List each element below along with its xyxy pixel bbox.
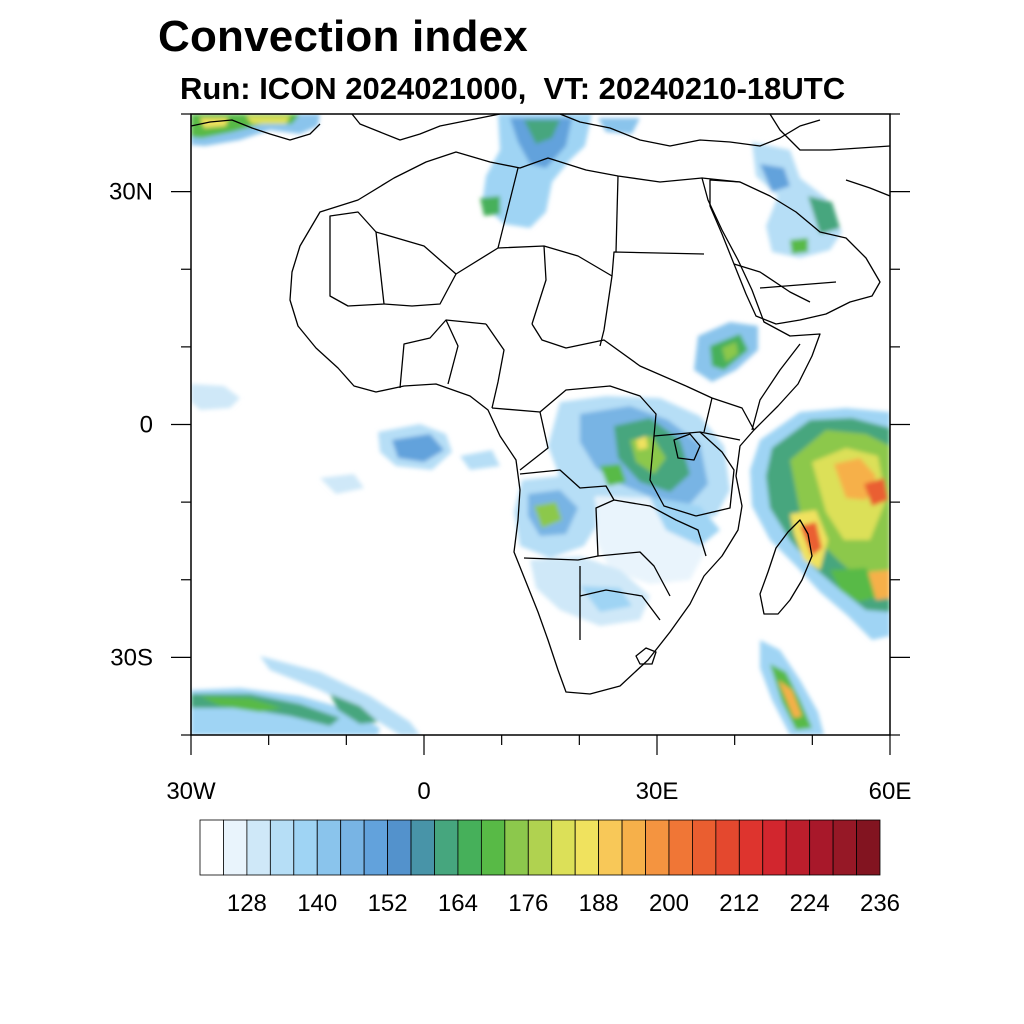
colorbar-label: 236 <box>860 890 900 917</box>
colorbar-cell <box>551 819 576 876</box>
colorbar-label: 224 <box>790 890 830 917</box>
colorbar-cell <box>457 819 482 876</box>
colorbar-cell <box>363 819 388 876</box>
colorbar-label: 164 <box>438 890 478 917</box>
colorbar-cell <box>598 819 623 876</box>
lon-label: 0 <box>417 778 430 805</box>
colorbar-label: 176 <box>508 890 548 917</box>
colorbar-cell <box>762 819 787 876</box>
colorbar-cell <box>480 819 506 876</box>
colorbar: 128 140 152 164 176 188 200 212 224 236 <box>199 819 900 917</box>
colorbar-cell <box>316 819 342 876</box>
colorbar-cell <box>246 819 271 876</box>
lat-label: 0 <box>140 412 153 439</box>
chart-subtitle: Run: ICON 2024021000, VT: 20240210-18UTC <box>180 71 846 106</box>
colorbar-cell <box>832 819 857 876</box>
colorbar-cell <box>715 819 740 876</box>
colorbar-cell <box>199 819 224 876</box>
colorbar-cell <box>527 819 553 876</box>
lon-label: 30E <box>636 778 679 805</box>
colorbar-cell <box>809 819 834 876</box>
coastlines-and-borders <box>191 114 890 695</box>
colorbar-cell <box>223 819 248 876</box>
lon-label: 60E <box>869 778 912 805</box>
colorbar-label: 200 <box>649 890 689 917</box>
colorbar-label: 188 <box>579 890 619 917</box>
chart-title: Convection index <box>158 12 528 61</box>
colorbar-cell <box>668 819 693 876</box>
colorbar-cell <box>856 819 881 876</box>
colorbar-cell <box>692 819 717 876</box>
map-area <box>191 114 890 735</box>
colorbar-cell <box>504 819 529 876</box>
colorbar-cell <box>387 819 412 876</box>
colorbar-cell <box>738 819 764 876</box>
colorbar-cell <box>410 819 435 876</box>
colorbar-cell <box>785 819 811 876</box>
colorbar-cell <box>621 819 646 876</box>
colorbar-label: 140 <box>297 890 337 917</box>
colorbar-cell <box>434 819 459 876</box>
colorbar-cell <box>293 819 318 876</box>
lon-label: 30W <box>166 778 216 805</box>
colorbar-label: 128 <box>227 890 267 917</box>
axis-ticks <box>171 113 910 755</box>
colorbar-label: 212 <box>719 890 759 917</box>
convection-field <box>191 114 890 735</box>
colorbar-cell <box>269 819 295 876</box>
lat-label: 30S <box>110 644 153 671</box>
colorbar-label: 152 <box>368 890 408 917</box>
colorbar-cell <box>340 819 365 876</box>
axis-labels: 30N 0 30S 30W 0 30E 60E <box>109 179 911 805</box>
colorbar-cell <box>574 819 600 876</box>
lat-label: 30N <box>109 179 153 206</box>
colorbar-cell <box>645 819 670 876</box>
